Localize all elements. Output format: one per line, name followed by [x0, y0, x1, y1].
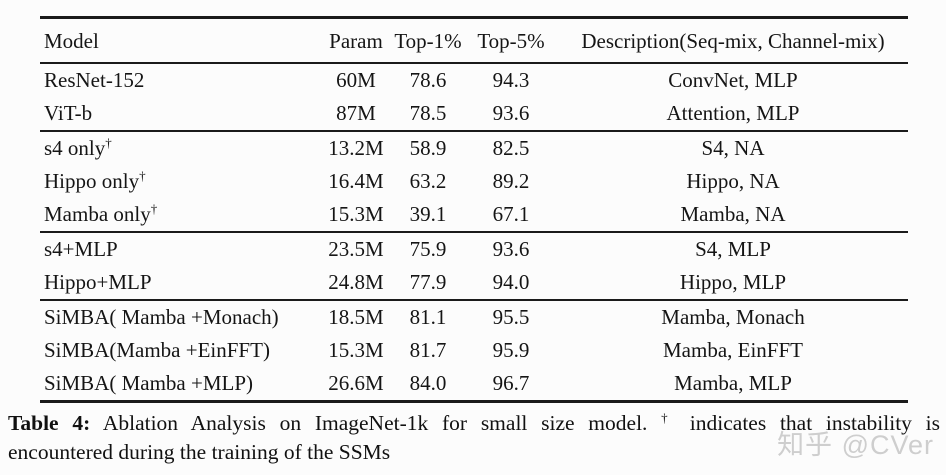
- top5-cell: 89.2: [492, 169, 530, 193]
- description-cell: ConvNet, MLP: [668, 68, 798, 92]
- model-cell: ViT-b: [40, 97, 320, 131]
- model-cell: Hippo+MLP: [40, 266, 320, 300]
- top5-cell: 96.7: [492, 371, 530, 395]
- table-header: Model Param Top-1% Top-5% Description(Se…: [40, 17, 908, 63]
- top1-cell: 81.7: [409, 338, 447, 362]
- top1-cell: 77.9: [409, 270, 447, 294]
- header-top1: Top-1%: [394, 29, 462, 53]
- top1-cell: 78.6: [409, 68, 447, 92]
- caption-line-1: Table 4: Ablation Analysis on ImageNet-1…: [8, 409, 940, 438]
- model-cell: SiMBA(Mamba +EinFFT): [40, 334, 320, 367]
- group-baselines: ResNet-152 60M 78.6 94.3 ConvNet, MLP Vi…: [40, 63, 908, 131]
- model-name: s4+MLP: [44, 237, 118, 261]
- model-name: s4 only: [44, 136, 106, 160]
- description-cell: Mamba, EinFFT: [663, 338, 803, 362]
- header-model: Model: [44, 29, 99, 53]
- caption-dagger-icon: †: [661, 409, 677, 425]
- description-cell: Attention, MLP: [666, 101, 800, 125]
- group-simba: SiMBA( Mamba +Monach) 18.5M 81.1 95.5 Ma…: [40, 300, 908, 402]
- top1-cell: 84.0: [409, 371, 447, 395]
- top1-cell: 81.1: [409, 305, 447, 329]
- caption-text: Ablation Analysis on ImageNet-1k for sma…: [102, 411, 648, 435]
- description-cell: S4, MLP: [695, 237, 771, 261]
- table-row: Hippo only† 16.4M 63.2 89.2 Hippo, NA: [40, 165, 908, 198]
- header-description: Description(Seq-mix, Channel-mix): [581, 29, 885, 53]
- model-cell: ResNet-152: [40, 63, 320, 97]
- model-name: ResNet-152: [44, 68, 145, 92]
- top5-cell: 93.6: [492, 101, 530, 125]
- model-name: Mamba only: [44, 202, 151, 226]
- table-row: s4 only† 13.2M 58.9 82.5 S4, NA: [40, 131, 908, 165]
- model-cell: s4+MLP: [40, 232, 320, 266]
- description-cell: Mamba, NA: [680, 202, 786, 226]
- table-row: Mamba only† 15.3M 39.1 67.1 Mamba, NA: [40, 198, 908, 232]
- param-cell: 13.2M: [328, 136, 384, 160]
- model-name: SiMBA( Mamba +Monach): [44, 305, 279, 329]
- param-cell: 23.5M: [328, 237, 384, 261]
- top1-cell: 78.5: [409, 101, 447, 125]
- param-cell: 15.3M: [328, 338, 384, 362]
- table-row: ViT-b 87M 78.5 93.6 Attention, MLP: [40, 97, 908, 131]
- top5-cell: 94.3: [492, 68, 530, 92]
- dagger-mark: †: [139, 168, 146, 183]
- param-cell: 18.5M: [328, 305, 384, 329]
- model-name: Hippo only: [44, 169, 140, 193]
- group-ssm-mlp: s4+MLP 23.5M 75.9 93.6 S4, MLP Hippo+MLP…: [40, 232, 908, 300]
- description-cell: Mamba, Monach: [661, 305, 805, 329]
- description-cell: Hippo, NA: [686, 169, 780, 193]
- model-name: Hippo+MLP: [44, 270, 152, 294]
- table-row: SiMBA( Mamba +MLP) 26.6M 84.0 96.7 Mamba…: [40, 367, 908, 402]
- top1-cell: 75.9: [409, 237, 447, 261]
- table-row: SiMBA(Mamba +EinFFT) 15.3M 81.7 95.9 Mam…: [40, 334, 908, 367]
- group-ssm-only: s4 only† 13.2M 58.9 82.5 S4, NA Hippo on…: [40, 131, 908, 232]
- table-row: SiMBA( Mamba +Monach) 18.5M 81.1 95.5 Ma…: [40, 300, 908, 334]
- model-name: SiMBA(Mamba +EinFFT): [44, 338, 270, 362]
- top5-cell: 94.0: [492, 270, 530, 294]
- param-cell: 15.3M: [328, 202, 384, 226]
- param-cell: 16.4M: [328, 169, 384, 193]
- header-row: Model Param Top-1% Top-5% Description(Se…: [40, 17, 908, 63]
- param-cell: 87M: [336, 101, 376, 125]
- model-cell: SiMBA( Mamba +Monach): [40, 300, 320, 334]
- model-cell: Hippo only†: [40, 165, 320, 198]
- param-cell: 26.6M: [328, 371, 384, 395]
- top1-cell: 39.1: [409, 202, 447, 226]
- param-cell: 24.8M: [328, 270, 384, 294]
- top5-cell: 95.9: [492, 338, 530, 362]
- param-cell: 60M: [336, 68, 376, 92]
- top5-cell: 93.6: [492, 237, 530, 261]
- table-row: ResNet-152 60M 78.6 94.3 ConvNet, MLP: [40, 63, 908, 97]
- top5-cell: 95.5: [492, 305, 530, 329]
- table-caption: Table 4: Ablation Analysis on ImageNet-1…: [8, 409, 940, 467]
- dagger-mark: †: [105, 135, 112, 150]
- table-row: s4+MLP 23.5M 75.9 93.6 S4, MLP: [40, 232, 908, 266]
- header-param: Param: [329, 29, 383, 53]
- model-cell: SiMBA( Mamba +MLP): [40, 367, 320, 402]
- caption-text-rest: indicates that instability is: [689, 411, 941, 435]
- description-cell: S4, NA: [701, 136, 765, 160]
- model-name: SiMBA( Mamba +MLP): [44, 371, 254, 395]
- model-cell: s4 only†: [40, 131, 320, 165]
- top5-cell: 67.1: [492, 202, 530, 226]
- header-top5: Top-5%: [477, 29, 545, 53]
- top5-cell: 82.5: [492, 136, 530, 160]
- model-cell: Mamba only†: [40, 198, 320, 232]
- dagger-mark: †: [150, 201, 158, 216]
- caption-line-2: encountered during the training of the S…: [8, 440, 391, 464]
- top1-cell: 58.9: [409, 136, 447, 160]
- model-name: ViT-b: [44, 101, 93, 125]
- table-row: Hippo+MLP 24.8M 77.9 94.0 Hippo, MLP: [40, 266, 908, 300]
- caption-label: Table 4:: [8, 411, 91, 435]
- top1-cell: 63.2: [409, 169, 447, 193]
- description-cell: Mamba, MLP: [674, 371, 792, 395]
- ablation-results-table: Model Param Top-1% Top-5% Description(Se…: [40, 16, 908, 403]
- description-cell: Hippo, MLP: [679, 270, 787, 294]
